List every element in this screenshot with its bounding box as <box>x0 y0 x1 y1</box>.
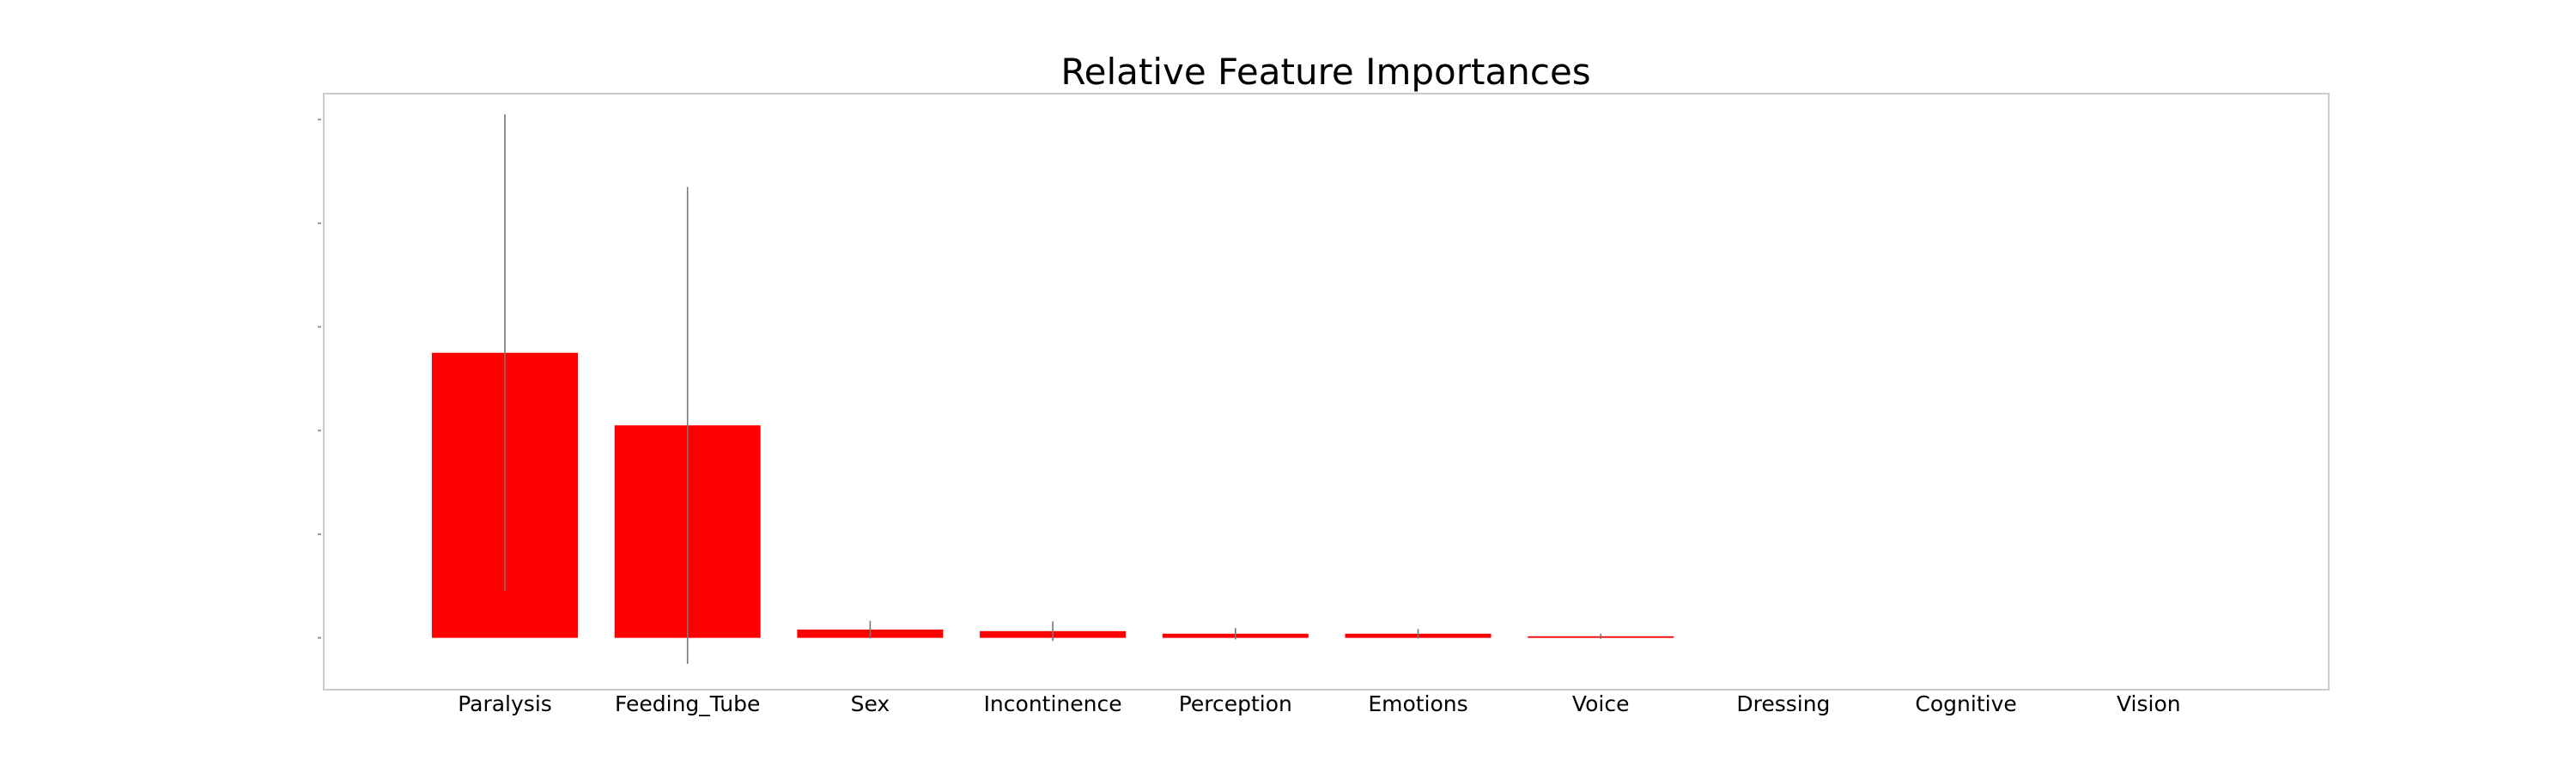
x-tick-label-sex: Sex <box>851 691 890 716</box>
x-tick-label-feeding-tube: Feeding_Tube <box>615 691 760 716</box>
x-tick-labels: Paralysis Feeding_Tube Sex Incontinence Perc… <box>458 691 2180 716</box>
x-tick-label-dressing: Dressing <box>1736 691 1830 716</box>
x-tick-label-incontinence: Incontinence <box>984 691 1122 716</box>
y-axis-ticks <box>318 119 321 639</box>
bars-group <box>432 352 1674 638</box>
error-bars-group <box>504 114 1601 664</box>
x-tick-label-perception: Perception <box>1179 691 1292 716</box>
x-tick-label-cognitive: Cognitive <box>1915 691 2016 716</box>
x-tick-label-emotions: Emotions <box>1368 691 1467 716</box>
x-tick-label-paralysis: Paralysis <box>458 691 552 716</box>
x-tick-label-vision: Vision <box>2117 691 2181 716</box>
chart-title: Relative Feature Importances <box>1060 51 1590 93</box>
plot-area-frame <box>323 93 2330 691</box>
x-tick-label-voice: Voice <box>1572 691 1630 716</box>
